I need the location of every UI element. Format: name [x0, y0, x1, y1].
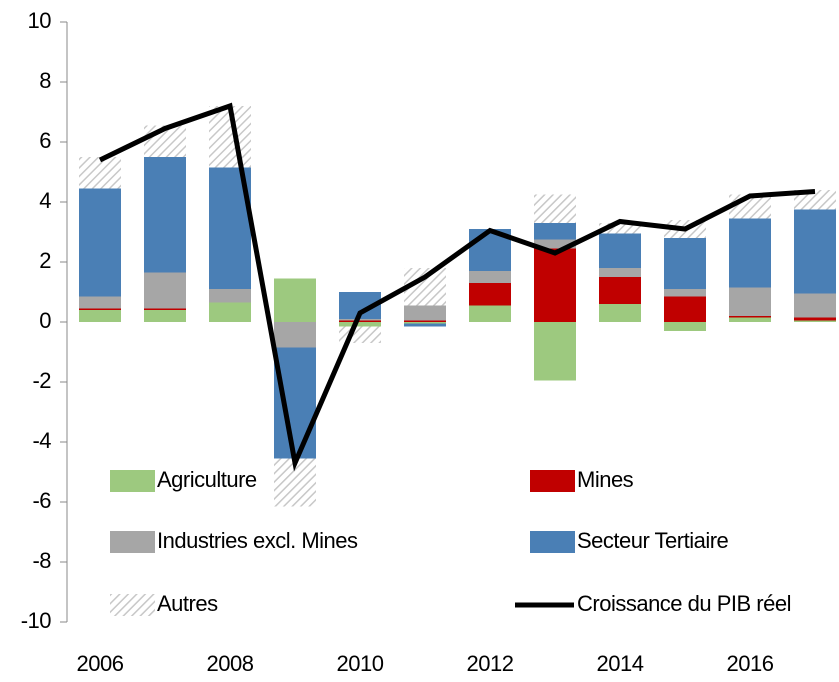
x-tick-label: 2012 [467, 651, 514, 676]
bar-segment [534, 248, 576, 322]
bar-segment [534, 194, 576, 223]
legend-swatch [530, 531, 575, 553]
bar-segment [144, 272, 186, 309]
bar-segment [469, 305, 511, 322]
bar-segment [144, 308, 186, 310]
bar-segment [599, 304, 641, 322]
bar-segment [339, 320, 381, 322]
bar-segment [339, 326, 381, 343]
legend-label: Mines [577, 467, 634, 492]
bar-segment [209, 289, 251, 303]
bar-segment [144, 310, 186, 322]
bar-segment [794, 293, 836, 318]
bar-segment [599, 268, 641, 277]
legend-label: Autres [157, 591, 218, 616]
bar-segment [599, 233, 641, 268]
bar-segment [729, 218, 771, 288]
y-tick-label: -10 [21, 608, 52, 633]
bar-segment [469, 271, 511, 283]
bar-segment [209, 302, 251, 322]
bar-segment [404, 320, 446, 322]
bar-segment [794, 209, 836, 294]
bar-segment [794, 190, 836, 210]
legend-swatch [530, 470, 575, 492]
bar-segment [79, 308, 121, 310]
bar-segment [664, 289, 706, 297]
y-tick-label: 10 [28, 8, 52, 33]
bar-segment [274, 322, 316, 348]
legend-swatch [110, 470, 155, 492]
bar-segment [274, 278, 316, 322]
y-tick-label: -4 [32, 428, 51, 453]
bar-segment [79, 310, 121, 322]
bar-segment [534, 223, 576, 240]
y-tick-label: 0 [39, 308, 51, 333]
x-tick-label: 2008 [207, 651, 254, 676]
legend-label: Industries excl. Mines [157, 528, 358, 553]
bar-segment [729, 317, 771, 322]
bar-segment [274, 347, 316, 459]
y-tick-label: 8 [39, 68, 51, 93]
bar-segment [339, 322, 381, 327]
line-series [98, 102, 816, 472]
bar-segment [794, 317, 836, 321]
bar-segment [729, 316, 771, 318]
y-tick-label: -2 [32, 368, 51, 393]
bar-segment [664, 296, 706, 322]
y-tick-label: 6 [39, 128, 51, 153]
bar-segment [664, 238, 706, 289]
y-tick-label: -8 [32, 548, 51, 573]
bar-segment [729, 287, 771, 316]
bar-segment [144, 157, 186, 273]
y-tick-label: 2 [39, 248, 51, 273]
bar-segment [404, 305, 446, 321]
bar-segment [469, 283, 511, 306]
legend-label: Croissance du PIB réel [577, 591, 791, 616]
legend-swatch [110, 531, 155, 553]
x-tick-label: 2016 [727, 651, 774, 676]
x-tick-label: 2006 [77, 651, 124, 676]
y-tick-label: 4 [39, 188, 51, 213]
bar-segment [79, 296, 121, 309]
bar-segment [534, 322, 576, 381]
bar-segment [599, 223, 641, 234]
bar-segment [79, 188, 121, 297]
y-tick-label: -6 [32, 488, 51, 513]
legend-swatch [110, 594, 155, 616]
legend-label: Agriculture [157, 467, 257, 492]
bar-segment [599, 277, 641, 304]
bar-segment [404, 323, 446, 327]
bar-segment [339, 319, 381, 321]
x-tick-label: 2014 [597, 651, 644, 676]
bar-segment [534, 239, 576, 249]
legend-label: Secteur Tertiaire [577, 528, 729, 553]
bar-segment [664, 322, 706, 331]
bar-segment [404, 322, 446, 324]
x-tick-label: 2010 [337, 651, 384, 676]
bar-segment [79, 157, 121, 189]
bar-segment [794, 320, 836, 322]
